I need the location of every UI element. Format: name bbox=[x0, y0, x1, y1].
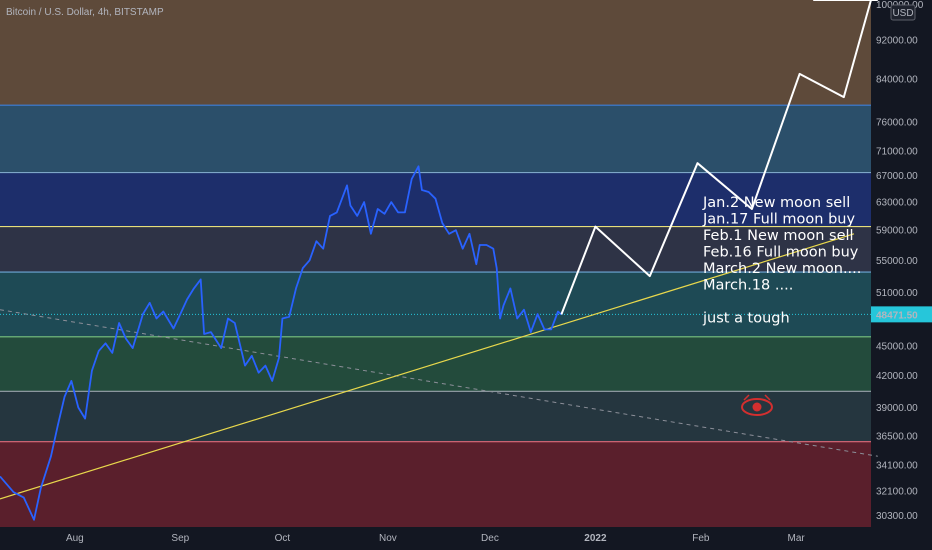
zone-4 bbox=[0, 272, 871, 337]
chart-title: Bitcoin / U.S. Dollar, 4h, BITSTAMP bbox=[6, 7, 164, 18]
current-price-label: 48471.50 bbox=[876, 310, 918, 321]
series-lines bbox=[0, 0, 878, 521]
y-tick-label: 45000.00 bbox=[876, 342, 918, 353]
x-tick-label: Dec bbox=[481, 533, 499, 544]
x-tick-label: Nov bbox=[379, 533, 397, 544]
annotation-line: Jan.17 Full moon buy bbox=[702, 212, 855, 228]
annotation-line: March.18 .... bbox=[703, 278, 793, 294]
price-series bbox=[0, 165, 562, 521]
annotation-line: Jan.2 New moon sell bbox=[702, 195, 850, 211]
y-tick-label: 39000.00 bbox=[876, 403, 918, 414]
y-tick-label: 63000.00 bbox=[876, 198, 918, 209]
y-tick-label: 71000.00 bbox=[876, 146, 918, 157]
y-axis: 100000.0092000.0084000.0076000.0071000.0… bbox=[871, 0, 932, 522]
zone-3 bbox=[0, 226, 871, 273]
y-tick-label: 76000.00 bbox=[876, 117, 918, 128]
y-tick-label: 42000.00 bbox=[876, 371, 918, 382]
projection-series bbox=[560, 0, 872, 315]
level-lines bbox=[0, 104, 871, 443]
price-axis-panel bbox=[871, 0, 932, 550]
y-tick-label: 30300.00 bbox=[876, 511, 918, 522]
y-tick-label: 67000.00 bbox=[876, 171, 918, 182]
zone-6 bbox=[0, 391, 871, 442]
current-price-tag bbox=[871, 306, 932, 323]
x-tick-label: 2022 bbox=[584, 533, 607, 544]
y-tick-label: 36500.00 bbox=[876, 431, 918, 442]
currency-badge bbox=[890, 4, 916, 21]
y-tick-label: 34100.00 bbox=[876, 460, 918, 471]
x-tick-label: Oct bbox=[275, 533, 291, 544]
zone-0 bbox=[0, 0, 871, 106]
x-tick-label: Aug bbox=[66, 533, 84, 544]
y-tick-label: 59000.00 bbox=[876, 226, 918, 237]
x-tick-label: Feb bbox=[692, 533, 710, 544]
annotation-line: Feb.16 Full moon buy bbox=[703, 245, 859, 261]
y-tick-label: 84000.00 bbox=[876, 74, 918, 85]
eye-icon[interactable] bbox=[741, 394, 773, 416]
support-trendline bbox=[0, 233, 855, 500]
time-axis-panel bbox=[0, 527, 932, 550]
zone-7 bbox=[0, 441, 871, 527]
y-tick-label: 51000.00 bbox=[876, 288, 918, 299]
y-tick-label: 32100.00 bbox=[876, 486, 918, 497]
y-tick-label: 55000.00 bbox=[876, 256, 918, 267]
x-tick-label: Mar bbox=[788, 533, 806, 544]
y-tick-label: 92000.00 bbox=[876, 35, 918, 46]
x-axis: Aug Sep Oct Nov Dec 2022 Feb Mar bbox=[66, 533, 805, 544]
zone-1 bbox=[0, 105, 871, 173]
annotation-line: just a tough bbox=[702, 311, 790, 327]
annotation-line: March.2 New moon.... bbox=[703, 261, 861, 277]
x-tick-label: Sep bbox=[171, 533, 189, 544]
currency-label: USD bbox=[892, 8, 913, 19]
annotation-line: Feb.1 New moon sell bbox=[703, 228, 854, 244]
